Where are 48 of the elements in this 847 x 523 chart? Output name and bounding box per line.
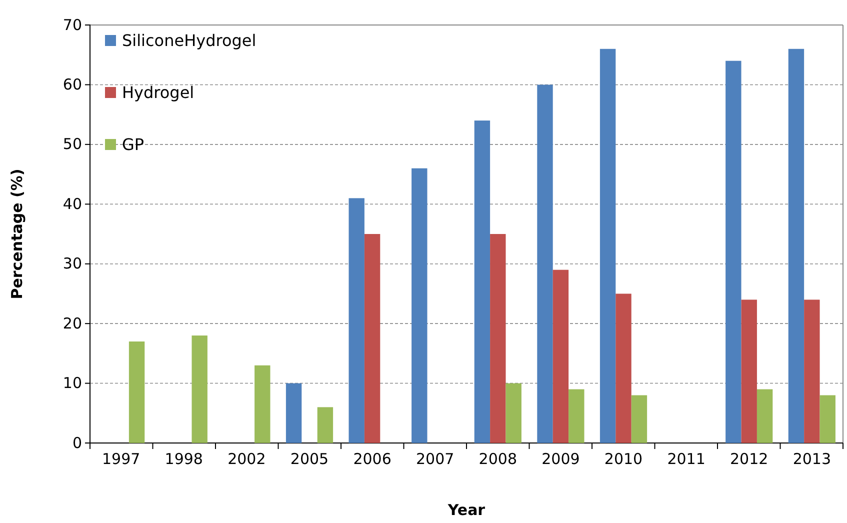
bar [726,60,742,443]
y-tick-label: 30 [62,254,82,273]
y-tick-label: 10 [62,374,82,392]
y-tick-label: 70 [62,16,82,34]
bar [254,365,270,443]
bar [631,395,648,443]
bar [412,168,428,443]
x-tick-label: 2012 [730,450,768,468]
x-tick-label: 2002 [228,450,266,468]
bar [741,300,757,443]
bar [568,389,584,443]
bar [317,407,334,443]
x-tick-label: 2006 [353,450,392,468]
bar [128,341,145,443]
bar [506,383,522,443]
bar [286,383,302,443]
x-tick-label: 2009 [542,450,580,468]
x-tick-label: 2005 [290,450,329,468]
x-tick-label: 2007 [416,450,454,468]
x-tick-label: 2010 [604,450,643,468]
legend-label: GP [122,135,144,154]
y-axis-title: Percentage (%) [8,168,26,300]
y-tick-label: 20 [62,314,82,332]
legend-label: SiliconeHydrogel [122,31,256,50]
x-axis-title: Year [446,501,486,519]
x-tick-label: 2008 [478,450,517,468]
bar [364,234,380,443]
legend-label: Hydrogel [122,83,194,102]
bar [820,395,836,443]
bar [490,234,506,443]
bar [788,48,804,443]
bar [600,48,616,443]
x-tick-label: 2011 [667,450,706,468]
x-tick-label: 2013 [792,450,832,468]
y-tick-label: 0 [72,434,82,452]
bar [804,300,820,443]
bar [192,336,208,443]
x-tick-label: 1997 [102,450,140,468]
bar [474,120,490,443]
bar [756,389,773,443]
bar [348,198,364,443]
y-tick-label: 50 [62,135,82,154]
x-tick-label: 1998 [164,450,203,468]
y-tick-label: 40 [62,194,82,213]
y-tick-label: 60 [62,76,82,94]
bar [537,84,553,443]
bar [616,294,632,443]
bar [552,270,569,443]
